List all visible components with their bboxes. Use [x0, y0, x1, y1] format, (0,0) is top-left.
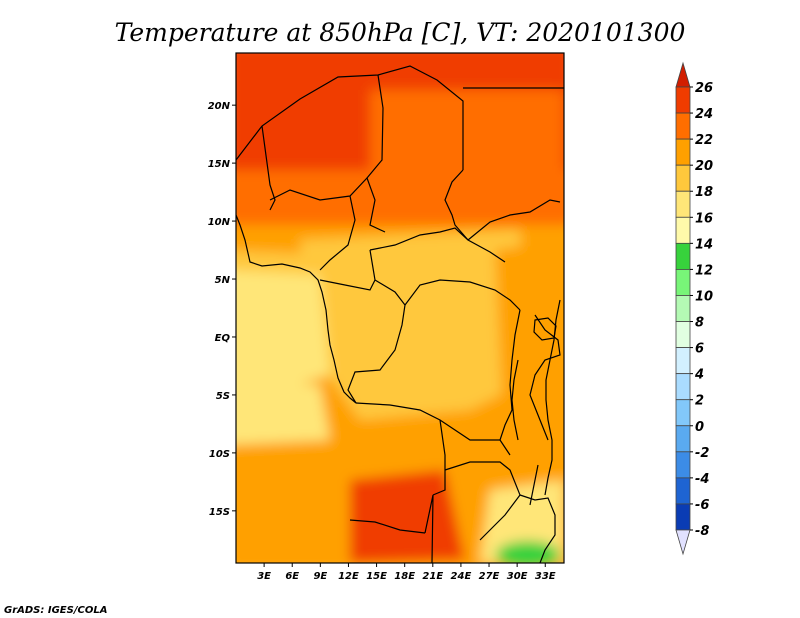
x-tick-label: 24E [451, 571, 472, 582]
lake-victoria [533, 317, 557, 341]
lake-tanganyika [511, 359, 519, 441]
border-angola-namibia [349, 519, 426, 534]
colorbar-level-label: 18 [695, 185, 713, 200]
y-tick-label: EQ [215, 333, 231, 344]
border-angola-zambia [432, 419, 446, 496]
colorbar-bin [675, 347, 691, 375]
colorbar-bin [675, 216, 691, 244]
y-tick-label: 15S [209, 507, 230, 518]
field-zimbabwe [496, 541, 560, 563]
border-mali-niger [261, 125, 276, 211]
colorbar-level-label: 6 [695, 342, 704, 357]
x-tick-label: 33E [535, 571, 556, 582]
field-atlantic-gabon [236, 380, 330, 445]
x-tick-label: 18E [394, 571, 415, 582]
x-tick-label: 6E [285, 571, 299, 582]
lake-malawi [529, 464, 539, 506]
border-zambia-south [444, 461, 521, 541]
y-axis: 20N 15N 10N 5N EQ 5S 10S 15S [208, 101, 236, 518]
x-axis: 3E 6E 9E 12E 15E 18E 21E 24E 27E 30E 33E [257, 563, 556, 582]
border-congo-drc [347, 279, 406, 404]
border-drc-north [404, 279, 521, 311]
y-tick-label: 10S [209, 449, 230, 460]
colorbar-bin [675, 503, 691, 531]
border-great-lakes-east [529, 314, 561, 441]
map-frame [235, 52, 565, 564]
colorbar-bin [675, 477, 691, 505]
chart-title: Temperature at 850hPa [C], VT: 202010130… [115, 18, 686, 47]
x-tick-label: 27E [479, 571, 500, 582]
field-namibia [350, 470, 465, 563]
field-gabon-coast [236, 270, 330, 390]
colorbar-level-label: -6 [695, 498, 709, 513]
colorbar-level-label: -8 [695, 524, 709, 539]
border-sudan-south-sudan [467, 199, 561, 241]
colorbar-level-label: 22 [695, 133, 713, 148]
y-tick-label: 5N [215, 275, 231, 286]
colorbar-bin [675, 190, 691, 218]
colorbar-level-label: -4 [695, 472, 709, 487]
border-car-south [369, 227, 506, 263]
colorbar-bin [675, 86, 691, 114]
colorbar-bin [675, 321, 691, 348]
border-zimbabwe-mozambique [519, 494, 556, 563]
y-tick-label: 15N [208, 159, 231, 170]
grads-credit: GrADS: IGES/COLA [4, 605, 107, 616]
border-nigeria-north [269, 177, 368, 201]
y-tick-label: 10N [208, 217, 231, 228]
colorbar-level-label: 14 [695, 237, 713, 252]
field-congo-basin [300, 230, 530, 420]
colorbar-level-label: 16 [695, 211, 713, 226]
colorbar-level-label: 24 [695, 107, 713, 122]
colorbar-level-label: 0 [695, 420, 704, 435]
colorbar-under-triangle [675, 529, 691, 556]
field-chad-sudan [370, 90, 564, 205]
colorbar-bin [675, 373, 691, 401]
x-tick-label: 30E [507, 571, 528, 582]
x-tick-label: 3E [257, 571, 271, 582]
colorbar-level-label: 10 [695, 289, 713, 304]
colorbar-level-label: 2 [695, 394, 704, 409]
colorbar-level-label: -2 [695, 446, 709, 461]
colorbar-bin [675, 242, 691, 270]
colorbar-over-triangle [675, 61, 691, 88]
temperature-field [236, 53, 564, 563]
field-great-lakes [495, 240, 564, 480]
x-tick-label: 9E [313, 571, 327, 582]
colorbar-level-label: 8 [695, 316, 704, 331]
x-tick-label: 12E [338, 571, 359, 582]
x-tick-label: 21E [422, 571, 443, 582]
colorbar-bin [675, 295, 691, 322]
border-nigeria-cameroon [319, 195, 356, 271]
colorbar-level-label: 12 [695, 263, 713, 278]
colorbar-bin [675, 451, 691, 479]
border-drc-east [499, 309, 521, 456]
colorbar-bin [675, 164, 691, 192]
colorbar-bin [675, 399, 691, 427]
country-boundaries [236, 65, 564, 563]
colorbar-level-label: 26 [695, 81, 713, 96]
y-tick-label: 20N [208, 101, 231, 112]
border-namibia-botswana [424, 494, 434, 563]
colorbar-level-label: 4 [694, 368, 704, 383]
border-cameroon-gabon [319, 249, 376, 291]
colorbar-bin [675, 425, 691, 453]
x-tick-label: 15E [366, 571, 387, 582]
colorbar-bin [675, 112, 691, 140]
coastline-west-africa [236, 214, 357, 404]
colorbar-bin [675, 138, 691, 166]
field-mozambique [480, 480, 564, 563]
border-chad-sudan [444, 169, 469, 241]
colorbar-bin [675, 269, 691, 296]
y-tick-label: 5S [216, 391, 230, 402]
colorbar-level-label: 20 [695, 159, 713, 174]
